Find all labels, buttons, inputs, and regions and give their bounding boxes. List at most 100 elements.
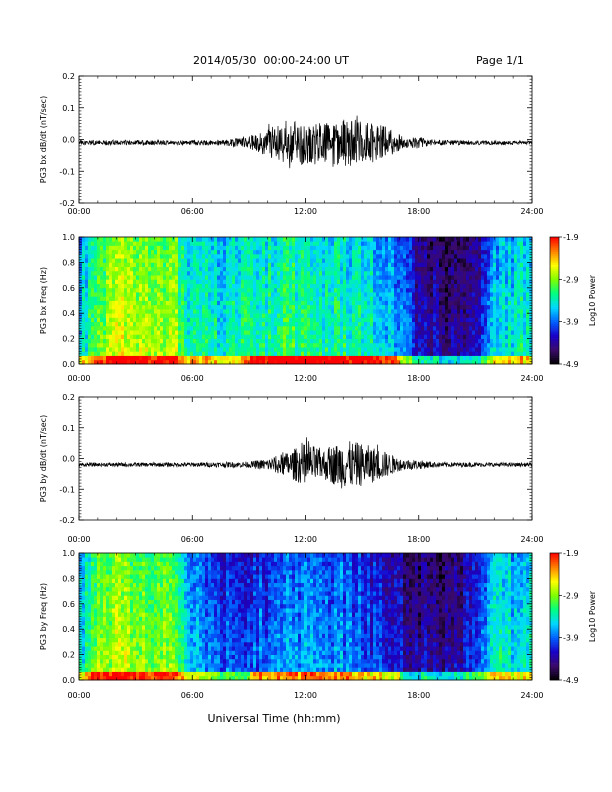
spectrogram-cell [145, 270, 149, 276]
spectrogram-cell [166, 308, 170, 314]
spectrogram-cell [364, 245, 368, 251]
spectrogram-cell [289, 253, 293, 259]
spectrogram-cell [211, 287, 215, 293]
spectrogram-cell [514, 266, 518, 272]
spectrogram-cell [394, 292, 398, 297]
colorbar-swatch [550, 313, 559, 316]
spectrogram-cell [526, 334, 530, 339]
spectrogram-cell [172, 258, 176, 263]
spectrogram-cell [211, 270, 215, 276]
spectrogram-cell [481, 313, 485, 318]
spectrogram-cell [388, 308, 392, 314]
spectrogram-cell [202, 245, 206, 251]
spectrogram-cell [259, 292, 263, 297]
spectrogram-cell [169, 351, 173, 356]
spectrogram-cell [307, 300, 311, 306]
spectrogram-cell [361, 308, 365, 314]
spectrogram-cell [157, 321, 161, 327]
spectrogram-cell [265, 342, 269, 348]
spectrogram-cell [202, 279, 206, 284]
spectrogram-cell [352, 342, 356, 348]
spectrogram-cell [469, 321, 473, 327]
spectrogram-cell [472, 258, 476, 263]
spectrogram-cell [328, 270, 332, 276]
spectrogram-cell [145, 287, 149, 293]
spectrogram-cell [139, 287, 143, 293]
spectrogram-cell [301, 351, 305, 356]
spectrogram-cell [154, 355, 158, 361]
spectrogram-cell [250, 283, 254, 289]
spectrogram-cell [436, 287, 440, 293]
spectrogram-cell [193, 330, 197, 335]
spectrogram-cell [439, 321, 443, 327]
spectrogram-cell [103, 241, 107, 246]
spectrogram-cell [343, 287, 347, 293]
spectrogram-cell [400, 351, 404, 356]
spectrogram-cell [427, 266, 431, 272]
spectrogram-cell [355, 351, 359, 356]
spectrogram-cell [115, 351, 119, 356]
spectrogram-cell [211, 355, 215, 361]
colorbar-swatch [550, 253, 559, 257]
spectrogram-cell [418, 304, 422, 310]
spectrogram-cell [151, 334, 155, 339]
spectrogram-cell [400, 249, 404, 255]
spectrogram-cell [178, 355, 182, 361]
spectrogram-cell [385, 313, 389, 318]
spectrogram-cell [499, 347, 503, 352]
spectrogram-cell [286, 347, 290, 352]
spectrogram-cell [400, 275, 404, 280]
spectrogram-cell [415, 279, 419, 284]
spectrogram-cell [343, 355, 347, 361]
spectrogram-cell [397, 237, 401, 242]
spectrogram-cell [502, 266, 506, 272]
spectrogram-cell [223, 325, 227, 331]
spectrogram-cell [361, 351, 365, 356]
spectrogram-cell [133, 283, 137, 289]
spectrogram-cell [202, 308, 206, 314]
spectrogram-cell [280, 330, 284, 335]
spectrogram-cell [421, 258, 425, 263]
spectrogram-cell [466, 283, 470, 289]
spectrogram-cell [436, 355, 440, 361]
spectrogram-cell [226, 359, 230, 365]
spectrogram-cell [457, 279, 461, 284]
spectrogram-cell [487, 258, 491, 263]
spectrogram-cell [214, 279, 218, 284]
spectrogram-cell [220, 334, 224, 339]
spectrogram-cell [421, 313, 425, 318]
spectrogram-cell [319, 253, 323, 259]
spectrogram-cell [376, 338, 380, 344]
spectrogram-cell [460, 241, 464, 246]
spectrogram-cell [307, 325, 311, 331]
spectrogram-cell [271, 325, 275, 331]
dbdt-trace [78, 115, 533, 169]
spectrogram-cell [394, 237, 398, 242]
spectrogram-cell [355, 359, 359, 365]
colorbar-tick-label: -1.9 [563, 233, 579, 242]
spectrogram-cell [370, 334, 374, 339]
spectrogram-cell [331, 317, 335, 323]
spectrogram-cell [109, 359, 113, 365]
spectrogram-cell [232, 347, 236, 352]
spectrogram-cell [397, 359, 401, 365]
spectrogram-cell [313, 317, 317, 323]
spectrogram-cell [82, 279, 86, 284]
spectrogram-cell [94, 313, 98, 318]
spectrogram-cell [199, 334, 203, 339]
spectrogram-cell [247, 279, 251, 284]
spectrogram-cell [328, 241, 332, 246]
spectrogram-cell [130, 321, 134, 327]
spectrogram-cell [394, 245, 398, 251]
spectrogram-cell [406, 347, 410, 352]
spectrogram-cell [430, 313, 434, 318]
spectrogram-cell [403, 325, 407, 331]
spectrogram-cell [313, 258, 317, 263]
spectrogram-cell [259, 270, 263, 276]
spectrogram-cell [169, 317, 173, 323]
spectrogram-cell [193, 296, 197, 301]
spectrogram-cell [517, 321, 521, 327]
spectrogram-cell [448, 266, 452, 272]
spectrogram-cell [151, 355, 155, 361]
spectrogram-cell [166, 266, 170, 272]
